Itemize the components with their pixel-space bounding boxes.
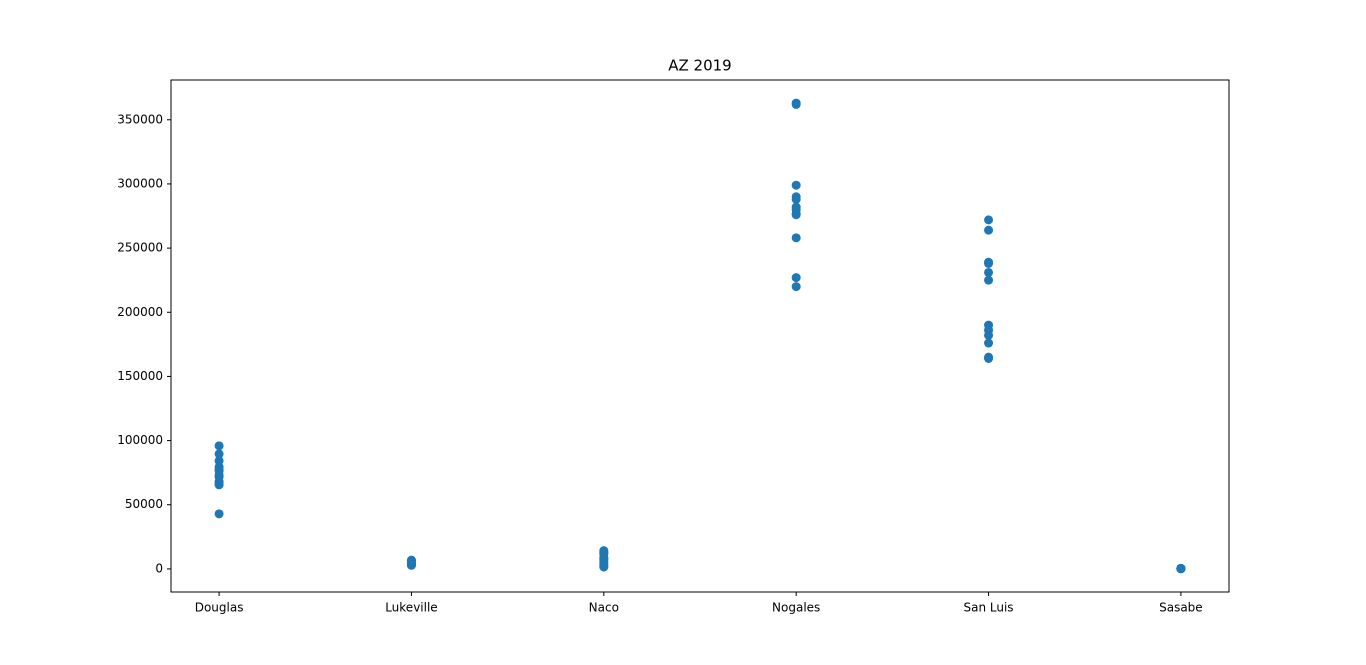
- point: [214, 480, 224, 490]
- point: [984, 267, 994, 277]
- x-tick-label: Naco: [589, 601, 619, 615]
- point: [599, 562, 609, 572]
- x-tick-label: San Luis: [964, 601, 1014, 615]
- point: [984, 353, 994, 363]
- point: [791, 233, 801, 243]
- plot-frame: [170, 79, 1230, 593]
- point: [791, 273, 801, 283]
- point: [214, 441, 224, 451]
- x-tick-label: Sasabe: [1159, 601, 1203, 615]
- y-tick-label: 250000: [117, 241, 163, 255]
- y-tick-label: 200000: [117, 305, 163, 319]
- point: [984, 330, 994, 340]
- y-tick-label: 100000: [117, 433, 163, 447]
- point: [791, 194, 801, 204]
- chart-title: AZ 2019: [668, 57, 731, 75]
- point: [791, 180, 801, 190]
- y-tick-label: 0: [155, 561, 163, 575]
- point: [984, 275, 994, 285]
- point: [214, 509, 224, 519]
- y-tick-label: 50000: [125, 497, 163, 511]
- point: [599, 554, 609, 564]
- point: [984, 215, 994, 225]
- point: [984, 225, 994, 235]
- point: [791, 282, 801, 292]
- x-tick-label: Nogales: [772, 601, 820, 615]
- y-tick-label: 350000: [117, 112, 163, 126]
- point: [984, 258, 994, 268]
- y-tick-label: 150000: [117, 369, 163, 383]
- x-tick-label: Douglas: [195, 601, 244, 615]
- point: [214, 449, 224, 459]
- x-tick-label: Lukeville: [385, 601, 437, 615]
- point: [406, 556, 416, 566]
- point: [1176, 564, 1186, 574]
- point: [791, 99, 801, 109]
- point: [791, 210, 801, 220]
- point: [984, 338, 994, 348]
- y-tick-label: 300000: [117, 176, 163, 190]
